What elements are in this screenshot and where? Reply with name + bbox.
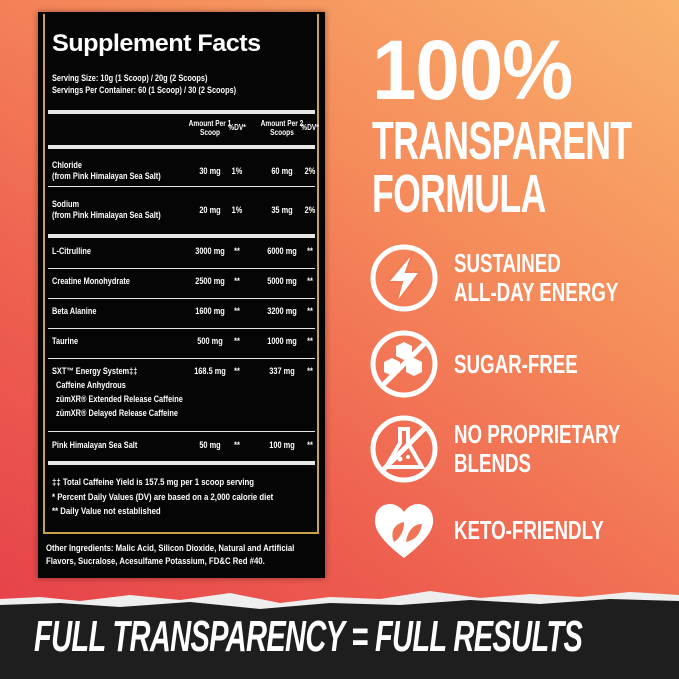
hero-line-transparent: TRANSPARENT xyxy=(372,111,632,171)
lightning-bolt-icon xyxy=(370,244,438,312)
nutrient-name: Creatine Monohydrate xyxy=(52,276,130,286)
feature-text: ALL-DAY ENERGY xyxy=(454,277,619,307)
servings-per-container: Servings Per Container: 60 (1 Scoop) / 3… xyxy=(52,85,237,95)
amount-1: 3000 mg xyxy=(195,246,225,256)
amount-2: 35 mg xyxy=(271,205,293,215)
divider xyxy=(48,358,315,359)
divider xyxy=(48,431,315,432)
no-sugar-cubes-icon xyxy=(370,330,438,398)
feature-text: SUSTAINED xyxy=(454,248,561,278)
amount-2: 1000 mg xyxy=(267,336,297,346)
dv-2: ** xyxy=(307,246,313,256)
feature-text: NO PROPRIETARY xyxy=(454,419,621,449)
feature-text: KETO-FRIENDLY xyxy=(454,514,604,545)
component-name: zümXR® Delayed Release Caffeine xyxy=(56,408,178,418)
divider xyxy=(48,234,315,238)
divider xyxy=(48,145,315,149)
dv-2: ** xyxy=(307,306,313,316)
serving-size: Serving Size: 10g (1 Scoop) / 20g (2 Sco… xyxy=(52,73,208,83)
footnote: ‡‡ Total Caffeine Yield is 157.5 mg per … xyxy=(52,477,255,488)
dv-1: 1% xyxy=(231,205,243,215)
dv-1: ** xyxy=(234,336,240,346)
dv-2: ** xyxy=(307,276,313,286)
dv-2: ** xyxy=(307,366,313,376)
nutrient-name: Sodium xyxy=(52,199,80,209)
hero-percent: 100% xyxy=(372,23,573,117)
nutrient-source: (from Pink Himalayan Sea Salt) xyxy=(52,171,161,181)
dv-2: ** xyxy=(307,336,313,346)
feature-text: BLENDS xyxy=(454,448,531,478)
header-dv-2: %DV* xyxy=(301,123,319,132)
divider xyxy=(48,328,315,329)
supplement-facts-title: Supplement Facts xyxy=(52,30,261,57)
amount-2: 6000 mg xyxy=(267,246,297,256)
dv-1: ** xyxy=(234,440,240,450)
amount-2: 3200 mg xyxy=(267,306,297,316)
hero-line-formula: FORMULA xyxy=(372,164,546,224)
amount-2: 337 mg xyxy=(269,366,295,376)
dv-2: 2% xyxy=(304,166,316,176)
dv-2: 2% xyxy=(304,205,316,215)
amount-2: 60 mg xyxy=(271,166,293,176)
feature-keto-friendly: KETO-FRIENDLY xyxy=(368,494,662,566)
divider xyxy=(48,268,315,269)
amount-1: 168.5 mg xyxy=(194,366,226,376)
header-dv-1: %DV* xyxy=(228,123,246,132)
amount-1: 500 mg xyxy=(197,336,223,346)
divider xyxy=(48,298,315,299)
component-name: zümXR® Extended Release Caffeine xyxy=(56,394,183,404)
feature-no-proprietary-blends: NO PROPRIETARY BLENDS xyxy=(368,413,679,485)
footnote: ** Daily Value not established xyxy=(52,506,161,517)
amount-2: 100 mg xyxy=(269,440,295,450)
nutrient-name: Taurine xyxy=(52,336,79,346)
component-name: Caffeine Anhydrous xyxy=(56,380,126,390)
nutrient-name: SXT™ Energy System‡‡ xyxy=(52,366,138,376)
nutrient-name: Beta Alanine xyxy=(52,306,97,316)
feature-text: SUGAR-FREE xyxy=(454,348,578,379)
nutrient-source: (from Pink Himalayan Sea Salt) xyxy=(52,210,161,220)
gold-border xyxy=(43,14,319,534)
dv-2: ** xyxy=(307,440,313,450)
supplement-facts-panel: Supplement Facts Serving Size: 10g (1 Sc… xyxy=(38,12,325,578)
slogan-text: FULL TRANSPARENCY = FULL RESULTS xyxy=(34,612,583,661)
feature-energy: SUSTAINED ALL-DAY ENERGY xyxy=(368,242,679,314)
feature-sugar-free: SUGAR-FREE xyxy=(368,328,626,400)
dv-1: ** xyxy=(234,366,240,376)
nutrient-name: Chloride xyxy=(52,160,82,170)
amount-1: 20 mg xyxy=(199,205,221,215)
divider xyxy=(48,186,315,187)
dv-1: ** xyxy=(234,306,240,316)
slogan-banner xyxy=(0,612,679,679)
divider xyxy=(48,110,315,114)
nutrient-name: Pink Himalayan Sea Salt xyxy=(52,440,138,450)
torn-paper-edge xyxy=(0,591,679,615)
footnote: * Percent Daily Values (DV) are based on… xyxy=(52,492,274,503)
heart-leaf-icon xyxy=(374,503,434,558)
amount-1: 50 mg xyxy=(199,440,221,450)
dv-1: ** xyxy=(234,276,240,286)
amount-1: 30 mg xyxy=(199,166,221,176)
amount-1: 2500 mg xyxy=(195,276,225,286)
header-amount-2: Amount Per 2 Scoops xyxy=(260,119,304,137)
header-amount-1: Amount Per 1 Scoop xyxy=(188,119,232,137)
nutrient-name: L-Citrulline xyxy=(52,246,91,256)
amount-1: 1600 mg xyxy=(195,306,225,316)
other-ingredients: Other Ingredients: Malic Acid, Silicon D… xyxy=(46,543,295,567)
no-flask-icon xyxy=(370,415,438,483)
amount-2: 5000 mg xyxy=(267,276,297,286)
dv-1: ** xyxy=(234,246,240,256)
dv-1: 1% xyxy=(231,166,243,176)
divider xyxy=(48,461,315,465)
